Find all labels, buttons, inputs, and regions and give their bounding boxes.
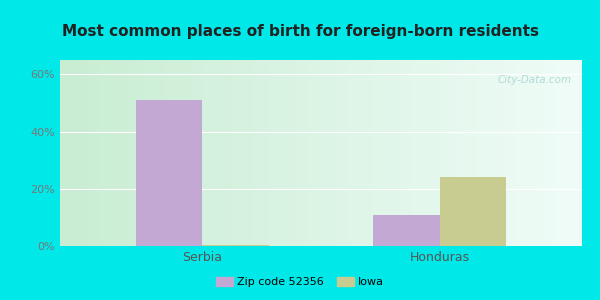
Bar: [373, 214, 440, 246]
Legend: Zip code 52356, Iowa: Zip code 52356, Iowa: [211, 272, 389, 291]
Text: Most common places of birth for foreign-born residents: Most common places of birth for foreign-…: [62, 24, 539, 39]
Bar: [136, 100, 202, 246]
Bar: [202, 245, 269, 246]
Bar: [440, 177, 506, 246]
Text: City-Data.com: City-Data.com: [497, 75, 572, 85]
